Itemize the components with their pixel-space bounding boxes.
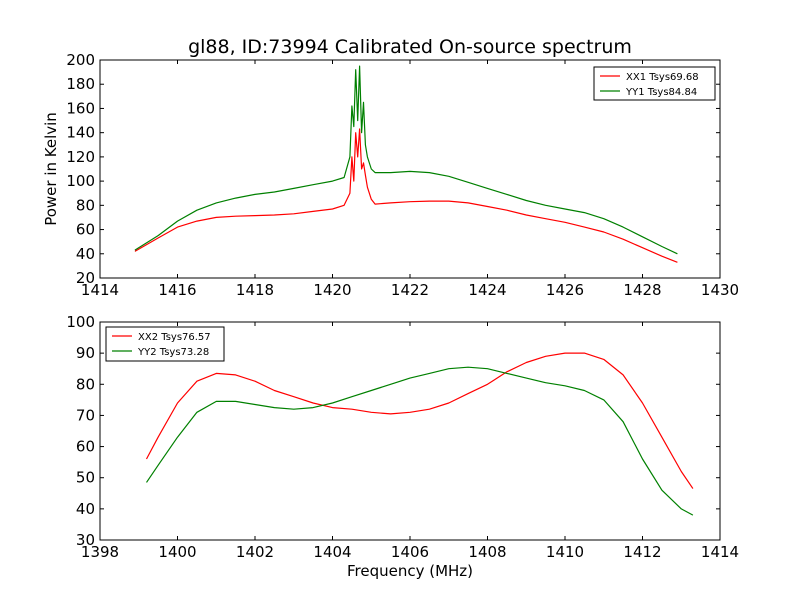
x-tick-label: 1398	[81, 543, 119, 561]
x-tick-label: 1428	[623, 281, 661, 299]
y-tick-label: 20	[76, 269, 95, 287]
series-line-1-2	[134, 65, 678, 255]
charts-layer: 1414 1416 1418 1420 1422 1424 1426 1428 1430 20 40…	[42, 51, 739, 580]
x-tick-label: 1420	[313, 281, 351, 299]
y-tick-label: 180	[66, 75, 95, 93]
y-tick-label: 40	[76, 500, 95, 518]
y-tick-label: 160	[66, 99, 95, 117]
chart-panel-1: 1414 1416 1418 1420 1422 1424 1426 1428 1430 20 40…	[42, 51, 739, 299]
y-tick-label: 90	[76, 344, 95, 362]
chart-panel-2: 1398 1400 1402 1404 1406 1408 1410 1412 1414 30 40…	[66, 313, 739, 580]
x-tick-label: 1414	[701, 543, 739, 561]
x-tick-label: 1426	[546, 281, 584, 299]
x-tick-label: 1412	[623, 543, 661, 561]
y-tick-label: 200	[66, 51, 95, 69]
x-axis-label: Frequency (MHz)	[347, 562, 473, 580]
y-tick-label: 60	[76, 221, 95, 239]
y-tick-label: 100	[66, 313, 95, 331]
x-tick-label: 1400	[158, 543, 196, 561]
x-tick-label: 1408	[468, 543, 506, 561]
legend-label-2: YY2 Tsys73.28	[137, 347, 209, 358]
y-tick-label: 100	[66, 172, 95, 190]
series-line-1-1	[134, 128, 678, 263]
x-tick-label: 1410	[546, 543, 584, 561]
legend-box	[105, 326, 225, 362]
x-tick-label: 1416	[158, 281, 196, 299]
x-tick-label: 1406	[391, 543, 429, 561]
series-line-2-1	[145, 352, 694, 489]
y-axis-label: Power in Kelvin	[42, 112, 60, 226]
legend-label-1: XX1 Tsys69.68	[626, 72, 699, 83]
y-tick-label: 80	[76, 375, 95, 393]
legend-label-1: XX2 Tsys76.57	[138, 332, 211, 343]
y-tick-label: 50	[76, 469, 95, 487]
y-tick-label: 120	[66, 148, 95, 166]
legend-box	[593, 66, 716, 101]
x-tick-label: 1418	[236, 281, 274, 299]
y-tick-label: 40	[76, 245, 95, 263]
legend-label-2: YY1 Tsys84.84	[625, 87, 697, 98]
x-tick-label: 1402	[236, 543, 274, 561]
y-tick-label: 70	[76, 406, 95, 424]
y-tick-label: 140	[66, 124, 95, 142]
figure-title: gl88, ID:73994 Calibrated On-source spec…	[188, 36, 632, 58]
y-tick-label: 80	[76, 196, 95, 214]
series-line-2-2	[146, 366, 694, 516]
x-tick-label: 1422	[391, 281, 429, 299]
x-tick-label: 1404	[313, 543, 351, 561]
y-tick-label: 30	[76, 531, 95, 549]
y-tick-label: 60	[76, 438, 95, 456]
x-tick-label: 1414	[81, 281, 119, 299]
x-tick-label: 1430	[701, 281, 739, 299]
x-tick-label: 1424	[468, 281, 506, 299]
